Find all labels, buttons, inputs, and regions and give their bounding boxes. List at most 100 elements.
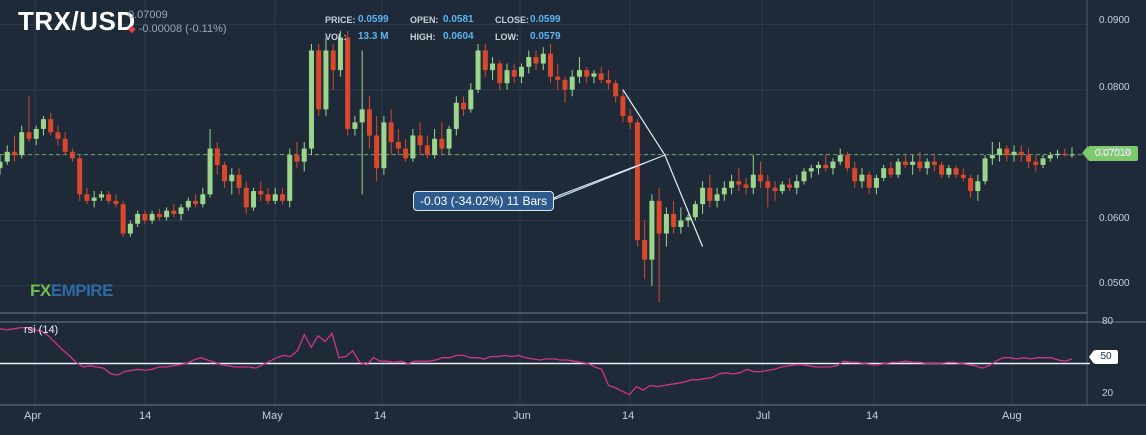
- candle-body: [410, 135, 416, 159]
- x-tick-label: May: [262, 410, 283, 422]
- candle-body: [1055, 153, 1061, 156]
- y-tick-label: 0.0900: [1099, 15, 1130, 26]
- candle-body: [164, 210, 170, 218]
- candle-body: [251, 191, 257, 208]
- open-label: OPEN:: [410, 15, 439, 25]
- candle-body: [468, 89, 474, 110]
- candle-body: [743, 184, 749, 188]
- rsi-label: rsi (14): [24, 324, 59, 336]
- candle-body: [946, 168, 952, 175]
- x-tick-label: Apr: [24, 410, 42, 422]
- candle-body: [323, 50, 329, 110]
- candle-body: [345, 37, 351, 129]
- candle-body: [193, 200, 199, 205]
- rsi-tick-label: 20: [1102, 388, 1114, 399]
- candle-body: [439, 138, 445, 149]
- candle-body: [287, 155, 293, 201]
- candle-body: [19, 132, 25, 156]
- candle-body: [830, 161, 836, 169]
- candle-body: [931, 161, 937, 165]
- candle-body: [48, 119, 54, 133]
- candle-body: [649, 200, 655, 260]
- candle-body: [200, 194, 206, 205]
- candle-body: [1026, 155, 1032, 162]
- candle-body: [960, 174, 966, 178]
- x-tick-label: 14: [622, 410, 635, 422]
- candle-body: [519, 66, 525, 77]
- candle-body: [924, 161, 930, 169]
- candle-body: [91, 197, 97, 201]
- candle-body: [729, 181, 735, 188]
- candle-body: [446, 128, 452, 149]
- vol-value: 13.3 M: [358, 31, 389, 42]
- candle-body: [308, 50, 314, 149]
- candle-body: [917, 161, 923, 169]
- close-label: CLOSE:: [495, 15, 530, 25]
- x-tick-label: 14: [374, 410, 387, 422]
- candle-body: [352, 122, 358, 129]
- candle-body: [185, 200, 191, 208]
- candle-body: [888, 168, 894, 175]
- candle-body: [902, 161, 908, 165]
- candle-body: [605, 79, 611, 84]
- candle-body: [366, 109, 372, 136]
- candle-body: [294, 155, 300, 162]
- candle-body: [598, 73, 604, 80]
- candle-body: [736, 181, 742, 185]
- logo-empire: EMPIRE: [50, 281, 114, 300]
- candle-body: [823, 164, 829, 169]
- candle-body: [663, 213, 669, 234]
- candle-body: [1069, 154, 1075, 156]
- candle-body: [243, 187, 249, 208]
- candle-body: [265, 194, 271, 201]
- candle-body: [33, 128, 39, 139]
- candle-body: [77, 158, 83, 195]
- candle-body: [584, 70, 590, 77]
- candle-body: [156, 213, 162, 218]
- candle-body: [11, 151, 17, 156]
- candle-body: [395, 142, 401, 149]
- candle-body: [359, 109, 365, 123]
- candle-body: [84, 194, 90, 201]
- y-tick-label: 0.0700: [1099, 147, 1130, 158]
- candle-body: [1004, 148, 1010, 156]
- candle-body: [895, 161, 901, 175]
- candle-body: [837, 155, 843, 162]
- candle-body: [453, 102, 459, 129]
- candle-body: [316, 50, 322, 110]
- candle-body: [178, 207, 184, 214]
- high-label: HIGH:: [410, 32, 436, 42]
- low-value: 0.0579: [530, 31, 561, 42]
- rsi-tick-label: 80: [1102, 316, 1114, 327]
- measure-pointer: [539, 154, 666, 206]
- candle-body: [844, 155, 850, 169]
- candle-body: [1062, 153, 1068, 156]
- price-label: PRICE:: [325, 15, 356, 25]
- candle-body: [750, 174, 756, 188]
- candle-body: [171, 210, 177, 214]
- rsi-level-tag: 50: [1089, 350, 1118, 364]
- candle-body: [511, 70, 517, 77]
- candle-body: [374, 135, 380, 169]
- grid-lines: [0, 0, 1146, 406]
- candle-body: [62, 138, 68, 152]
- y-tick-label: 0.0800: [1099, 82, 1130, 93]
- candle-body: [461, 102, 467, 110]
- candle-body: [279, 194, 285, 201]
- candle-body: [714, 194, 720, 201]
- candle-body: [301, 148, 307, 162]
- candle-body: [127, 223, 133, 234]
- candle-body: [953, 168, 959, 175]
- candle-body: [989, 155, 995, 159]
- candle-body: [873, 177, 879, 188]
- candle-body: [613, 83, 619, 97]
- measure-line: [622, 89, 704, 247]
- candle-body: [272, 194, 278, 201]
- candle-body: [801, 171, 807, 182]
- last-price: 0.07009: [128, 9, 168, 21]
- candle-body: [642, 240, 648, 260]
- price-value: 0.0599: [358, 14, 389, 25]
- candle-body: [207, 148, 213, 195]
- candle-body: [475, 50, 481, 90]
- candle-body: [482, 50, 488, 71]
